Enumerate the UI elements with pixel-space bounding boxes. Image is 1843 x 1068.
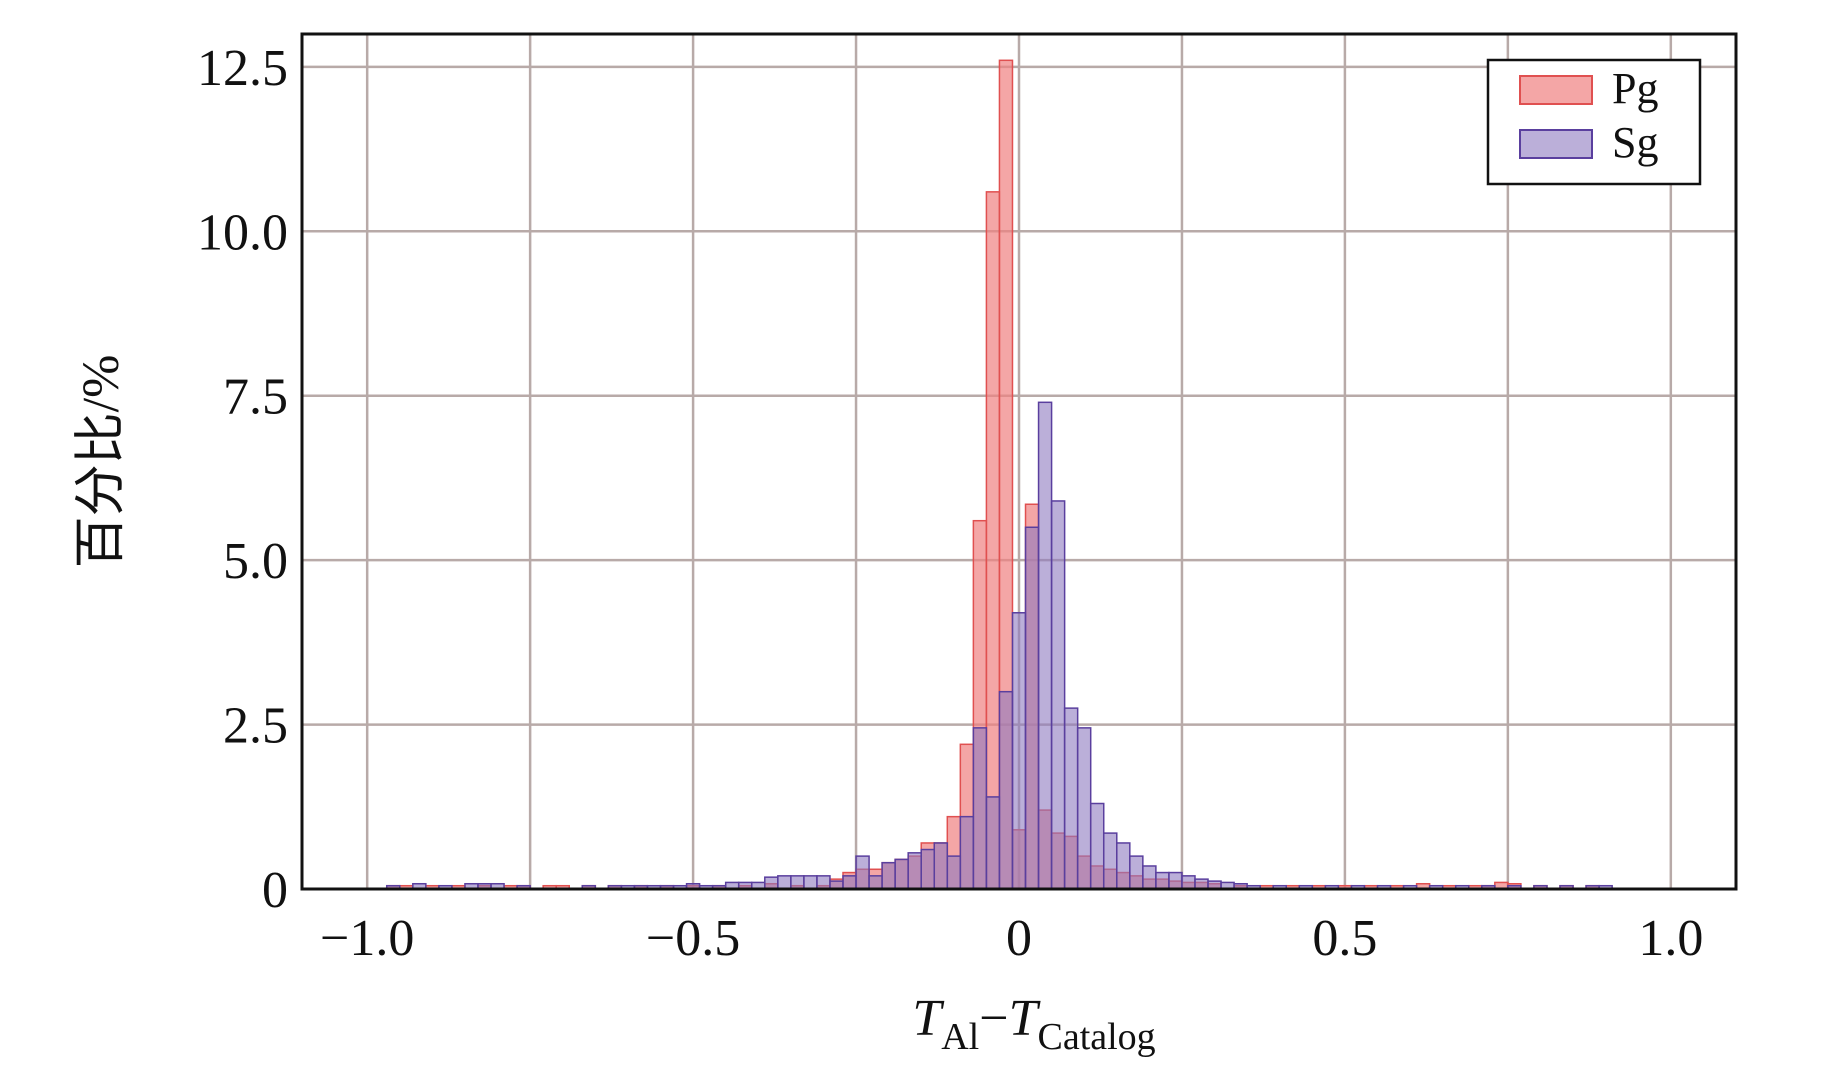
bar-sg-22: [790, 875, 805, 890]
bar-sg-46: [1102, 832, 1118, 890]
bar-sg-38: [998, 690, 1014, 890]
x-axis-label-t1: T: [912, 990, 944, 1047]
x-axis-label-sub2: Catalog: [1037, 1016, 1155, 1058]
bar-sg-23: [803, 875, 818, 890]
bar-sg-45: [1089, 802, 1105, 890]
tick-labels: −1.0 −0.5 0 0.5 1.0 0 2.5 5.0 7.5 10.0 12.5: [197, 40, 1703, 967]
y-tick-label-5: 12.5: [197, 40, 288, 97]
legend-swatch-sg: [1519, 129, 1593, 159]
bars: [385, 59, 1613, 890]
y-tick-label-1: 2.5: [223, 698, 288, 755]
x-axis-label-dash: −: [979, 990, 1008, 1047]
y-tick-label-3: 7.5: [223, 369, 288, 426]
bar-sg-39: [1011, 612, 1027, 890]
bar-sg-37: [985, 796, 1001, 890]
bar-sg-36: [972, 727, 988, 890]
bar-sg-49: [1142, 865, 1157, 890]
bar-sg-52: [1181, 875, 1196, 890]
bar-sg-40: [1024, 526, 1040, 890]
bar-sg-42: [1050, 500, 1066, 890]
bar-sg-21: [777, 875, 792, 890]
bar-sg-35: [959, 815, 975, 890]
bar-sg-30: [894, 858, 909, 890]
x-axis-label: TAl−TCatalog: [912, 990, 1155, 1058]
bar-pg-31: [985, 191, 1001, 890]
bar-sg-48: [1129, 855, 1144, 890]
x-axis-label-sub1: Al: [941, 1016, 979, 1058]
bar-sg-29: [881, 861, 896, 890]
bar-sg-34: [946, 855, 962, 890]
bar-sg-44: [1076, 727, 1092, 890]
y-tick-label-2: 5.0: [223, 533, 288, 590]
bar-sg-33: [933, 842, 949, 890]
x-tick-label-0: −1.0: [320, 910, 414, 967]
x-tick-label-2: 0: [1006, 910, 1032, 967]
legend-swatch-pg: [1519, 75, 1593, 105]
x-axis-label-t2: T: [1009, 990, 1041, 1047]
x-tick-label-3: 0.5: [1312, 910, 1377, 967]
bar-sg-20: [764, 876, 779, 890]
y-axis-label: 百分比/%: [73, 355, 130, 569]
bar-sg-43: [1063, 707, 1079, 890]
bar-sg-31: [907, 852, 922, 890]
bar-sg-24: [816, 875, 831, 890]
plot-frame: [300, 32, 1738, 891]
x-tick-label-4: 1.0: [1638, 910, 1703, 967]
bar-sg-51: [1168, 871, 1183, 890]
bar-sg-26: [842, 875, 857, 890]
legend-label-sg: Sg: [1612, 118, 1658, 167]
y-tick-label-4: 10.0: [197, 204, 288, 261]
legend: Pg Sg: [1486, 58, 1702, 186]
bar-sg-32: [920, 848, 936, 890]
legend-label-pg: Pg: [1612, 64, 1658, 113]
bar-sg-28: [868, 875, 883, 890]
y-tick-label-0: 0: [262, 862, 288, 919]
bar-sg-50: [1155, 871, 1170, 890]
bar-sg-27: [855, 855, 870, 890]
bar-sg-41: [1037, 401, 1053, 890]
x-tick-label-1: −0.5: [646, 910, 740, 967]
bar-sg-47: [1116, 842, 1131, 890]
